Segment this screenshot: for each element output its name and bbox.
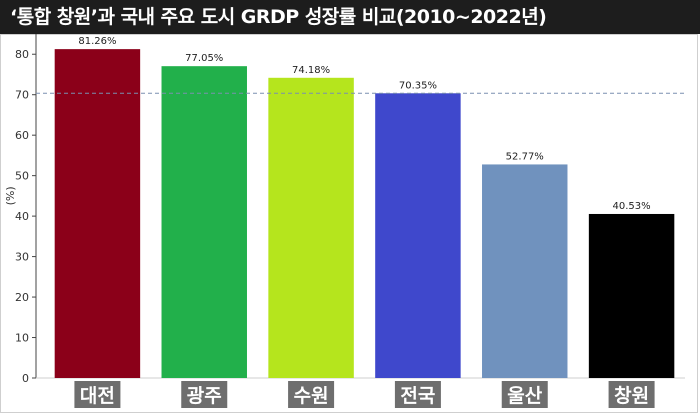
y-tick-label: 20: [15, 291, 29, 304]
y-axis-label: (%): [4, 186, 17, 205]
category-label: 울산: [507, 385, 542, 407]
bar-1: [54, 49, 141, 379]
category-label: 광주: [187, 385, 222, 407]
chart-title: ‘통합 창원’과 국내 주요 도시 GRDP 성장률 비교(2010~2022년…: [10, 6, 547, 28]
category-label-box: [501, 381, 548, 408]
category-label: 대전: [80, 385, 115, 407]
data-label: 70.35%: [399, 80, 437, 91]
category-label: 창원: [614, 385, 649, 407]
y-tick-label: 30: [15, 251, 29, 264]
category-label-box: [288, 381, 335, 408]
y-tick-label: 50: [15, 170, 29, 183]
category-label: 수원: [294, 385, 329, 407]
y-tick-label: 60: [15, 129, 29, 142]
category-label-box: [181, 381, 228, 408]
y-tick-label: 70: [15, 89, 29, 102]
bar-6: [588, 213, 675, 378]
category-label-box: [608, 381, 655, 408]
bar-3: [268, 77, 354, 378]
y-tick-label: 0: [22, 372, 29, 385]
bar-5: [482, 164, 568, 378]
y-tick-label: 80: [15, 48, 29, 61]
data-label: 40.53%: [613, 201, 651, 212]
data-label: 74.18%: [292, 65, 330, 76]
plot-border: [0, 34, 698, 413]
data-label: 81.26%: [78, 36, 116, 47]
category-label-box: [74, 381, 121, 408]
y-tick-label: 40: [15, 210, 29, 223]
category-label-box: [394, 381, 441, 408]
bar-4: [375, 93, 461, 378]
bar-2: [161, 66, 247, 378]
y-tick-label: 10: [15, 332, 29, 345]
category-label: 전국: [400, 385, 435, 407]
data-label: 77.05%: [185, 53, 223, 64]
title-bar: ‘통합 창원’과 국내 주요 도시 GRDP 성장률 비교(2010~2022년…: [0, 0, 700, 34]
data-label: 52.77%: [506, 151, 544, 162]
